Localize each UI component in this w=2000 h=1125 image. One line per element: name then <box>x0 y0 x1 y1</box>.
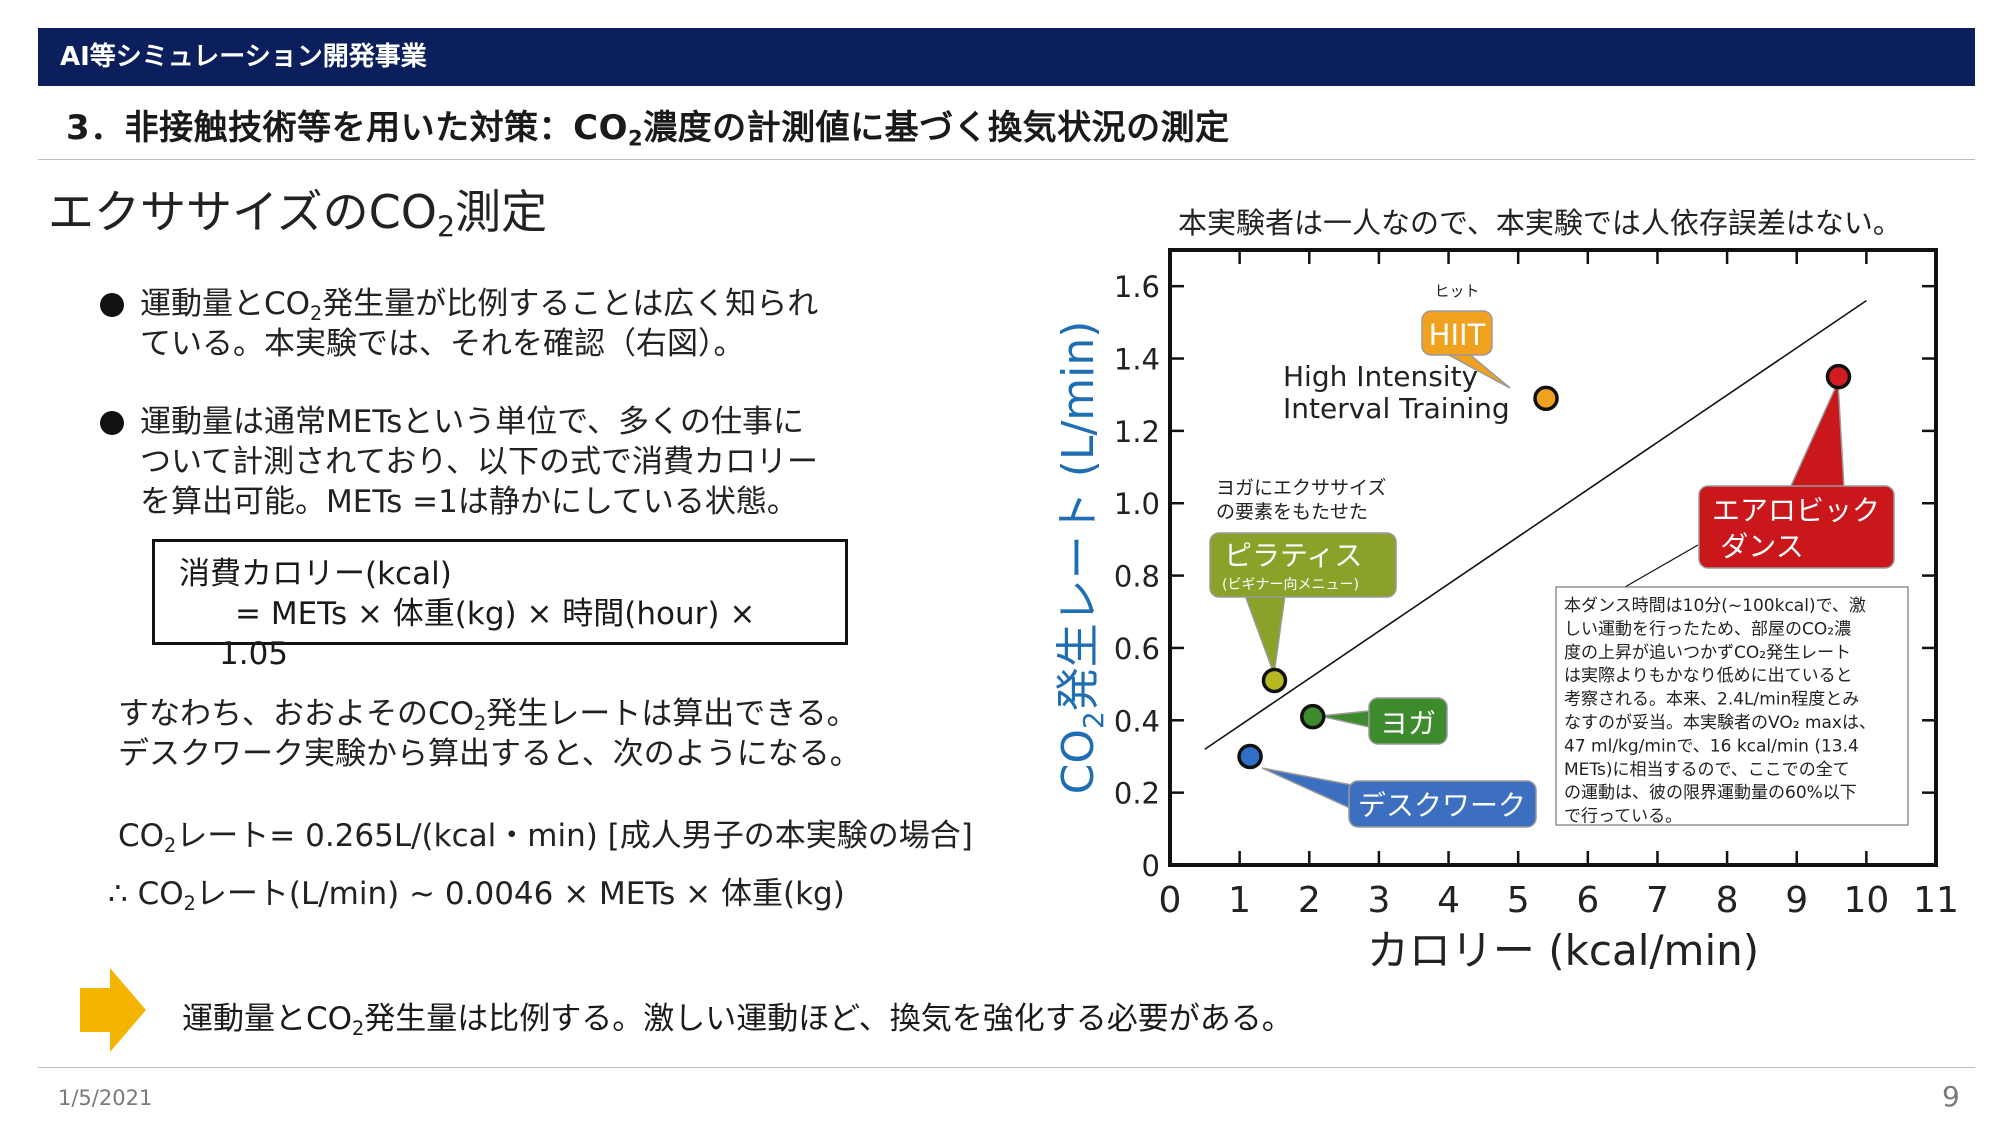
hiit-description-1: High Intensity <box>1283 360 1478 393</box>
trend-line <box>1204 299 1867 750</box>
x-tick-label: 4 <box>1437 880 1460 921</box>
aerobic-callout-box <box>1698 485 1895 569</box>
note-line: しい運動を行ったため、部屋のCO₂濃 <box>1564 619 1851 639</box>
desk-callout-tail <box>1261 767 1353 811</box>
yoga-label: ヨガ <box>1380 707 1436 740</box>
y-tick-label: 1.6 <box>1114 270 1160 304</box>
footer-divider <box>38 1067 1975 1068</box>
y-tick-label: 1.2 <box>1114 415 1160 449</box>
y-tick-label: 0.8 <box>1114 560 1160 594</box>
pilates-callout-tail <box>1243 594 1286 675</box>
x-tick-label: 0 <box>1159 880 1182 921</box>
estimation-line-2: デスクワーク実験から算出すると、次のようになる。 <box>118 736 861 772</box>
yoga-callout-tail <box>1319 710 1370 728</box>
hiit-description-2: Interval Training <box>1283 392 1510 425</box>
note-line: は実際よりもかなり低めに出ていると <box>1564 666 1853 686</box>
bullet-dot-icon <box>100 411 124 435</box>
hiit-callout-box <box>1421 310 1493 356</box>
formula-line-1: 消費カロリー(kcal) <box>179 556 452 592</box>
x-tick-label: 10 <box>1843 880 1889 921</box>
x-tick-label: 3 <box>1367 880 1390 921</box>
data-point <box>1261 667 1288 694</box>
header-org: AI等シミュレーション開発事業 <box>60 42 427 72</box>
yoga-callout-box <box>1368 697 1448 745</box>
x-axis-label: カロリー (kcal/min) <box>1367 926 1759 975</box>
yoga-note-2: の要素をもたせた <box>1216 501 1368 523</box>
note-line: 47 ml/kg/minで、16 kcal/min (13.4 <box>1564 736 1859 756</box>
y-tick-label: 1.0 <box>1114 487 1160 521</box>
approx-line: ∴ CO2レート(L/min) ~ 0.0046 × METs × 体重(kg) <box>108 876 845 915</box>
desk-label: デスクワーク <box>1358 789 1526 822</box>
chart-caption: 本実験者は一人なので、本実験では人依存誤差はない。 <box>1178 206 1902 240</box>
data-point <box>1825 363 1852 390</box>
note-line: なすのが妥当。本実験者のVO₂ maxは、 <box>1564 713 1876 733</box>
note-line: で行っている。 <box>1564 807 1682 827</box>
page-number: 9 <box>1942 1080 1960 1113</box>
data-point <box>1533 385 1559 412</box>
formula-box: 消費カロリー(kcal) = METs × 体重(kg) × 時間(hour) … <box>152 539 848 672</box>
y-tick-label: 0 <box>1142 849 1160 883</box>
x-tick-label: 7 <box>1646 880 1669 921</box>
footer-date: 1/5/2021 <box>58 1086 153 1110</box>
header-bar: AI等シミュレーション開発事業 <box>38 28 1975 86</box>
formula-line-2: = METs × 体重(kg) × 時間(hour) × <box>235 596 756 632</box>
note-line: METs)に相当するので、ここでの全て <box>1564 760 1850 780</box>
note-line: 本ダンス時間は10分(~100kcal)で、激 <box>1564 596 1866 616</box>
x-tick-label: 8 <box>1716 880 1739 921</box>
note-leader-line <box>1624 544 1699 588</box>
y-tick-label: 0.2 <box>1114 777 1160 811</box>
formula-line-3: 1.05 <box>219 636 289 672</box>
x-tick-label: 2 <box>1298 880 1321 921</box>
y-tick-label: 0.4 <box>1114 704 1160 738</box>
data-point <box>1300 703 1326 730</box>
x-tick-label: 6 <box>1576 880 1599 921</box>
bullet-2-line-3: を算出可能。METs =1は静かにしている状態。 <box>140 484 798 520</box>
y-axis-label: CO2発生レート (L/min) <box>1053 321 1110 795</box>
note-line: 考察される。本来、2.4L/min程度とみ <box>1564 690 1859 710</box>
slide-title: 3．非接触技術等を用いた対策：CO2濃度の計測値に基づく換気状況の測定 <box>66 108 1230 151</box>
y-tick-label: 0.6 <box>1114 632 1160 666</box>
right-arrow-icon <box>80 968 146 1052</box>
estimation-line-1: すなわち、おおよそのCO2発生レートは算出できる。 <box>118 696 858 735</box>
pilates-label: ピラティス <box>1224 539 1362 572</box>
note-line: 度の上昇が追いつかずCO₂発生レート <box>1564 643 1851 663</box>
note-line: の運動は、彼の限界運動量の60%以下 <box>1564 783 1857 803</box>
x-tick-label: 1 <box>1228 880 1251 921</box>
hiit-ruby: ヒット <box>1434 282 1479 300</box>
estimation-paragraph: すなわち、おおよそのCO2発生レートは算出できる。 デスクワーク実験から算出する… <box>118 694 861 774</box>
section-heading: エクササイズのCO2測定 <box>48 185 548 244</box>
aerobic-label-1: エアロビック <box>1712 494 1880 527</box>
plot-frame <box>1168 248 1938 867</box>
bullet-2-line-1: 運動量は通常METsという単位で、多くの仕事に <box>140 404 805 440</box>
x-tick-label: 11 <box>1913 880 1959 921</box>
title-divider <box>38 159 1975 160</box>
hiit-label: HIIT <box>1429 318 1486 352</box>
aerobic-label-2: ダンス <box>1720 530 1803 563</box>
conclusion-text: 運動量とCO2発生量は比例する。激しい運動ほど、換気を強化する必要がある。 <box>182 1001 1293 1040</box>
y-tick-label: 1.4 <box>1114 343 1160 377</box>
pilates-callout-box <box>1209 532 1397 598</box>
data-point <box>1237 743 1263 770</box>
x-tick-label: 5 <box>1507 880 1530 921</box>
yoga-note-1: ヨガにエクササイズ <box>1216 477 1386 499</box>
aerobic-callout-tail <box>1788 381 1845 489</box>
bullet-1-line-2: ている。本実験では、それを確認（右図）。 <box>140 326 745 362</box>
bullet-1-line-1: 運動量とCO2発生量が比例することは広く知られ <box>140 286 819 325</box>
pilates-sublabel: (ビギナー向メニュー) <box>1222 577 1359 593</box>
bullet-dot-icon <box>100 293 124 317</box>
rate-line: CO2レート= 0.265L/(kcal・min) [成人男子の本実験の場合] <box>118 818 973 857</box>
desk-callout-box <box>1348 780 1537 828</box>
bullet-2-line-2: ついて計測されており、以下の式で消費カロリー <box>140 444 818 480</box>
x-tick-label: 9 <box>1785 880 1808 921</box>
note-box <box>1555 586 1909 826</box>
